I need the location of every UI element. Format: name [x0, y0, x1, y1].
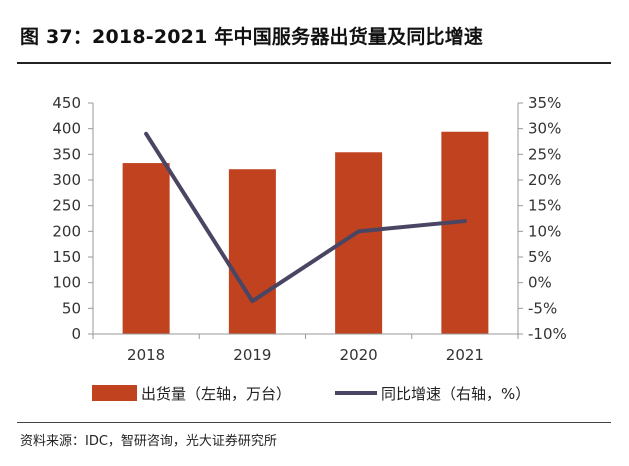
right-tick-label: -10% — [528, 325, 567, 343]
x-tick-label: 2019 — [233, 346, 271, 364]
legend-bar-swatch — [92, 385, 137, 401]
left-tick-label: 450 — [52, 94, 81, 112]
left-tick-label: 0 — [71, 325, 81, 343]
right-tick-label: 25% — [528, 145, 561, 163]
x-tick-label: 2021 — [446, 346, 484, 364]
left-tick-label: 250 — [52, 197, 81, 215]
legend-line-label: 同比增速（右轴，%） — [381, 385, 530, 403]
legend-bar-label: 出货量（左轴，万台） — [141, 385, 291, 403]
growth-line — [144, 131, 467, 304]
bar-2021 — [441, 131, 489, 334]
left-tick-label: 300 — [52, 171, 81, 189]
growth-point-2019 — [250, 299, 254, 303]
right-tick-label: -5% — [528, 299, 557, 317]
right-tick-label: 20% — [528, 171, 561, 189]
left-tick-label: 200 — [52, 222, 81, 240]
left-tick-label: 50 — [62, 299, 81, 317]
right-tick-label: 5% — [528, 248, 552, 266]
left-tick-label: 150 — [52, 248, 81, 266]
source-divider — [17, 422, 611, 423]
x-tick-label: 2020 — [340, 346, 378, 364]
growth-point-2020 — [357, 229, 361, 233]
source-note: 资料来源：IDC，智研咨询，光大证券研究所 — [20, 434, 277, 449]
title-divider — [17, 62, 611, 64]
right-tick-label: 0% — [528, 274, 552, 292]
bar-2019 — [228, 169, 276, 334]
x-tick-label: 2018 — [127, 346, 165, 364]
right-tick-label: 10% — [528, 222, 561, 240]
right-tick-label: 15% — [528, 197, 561, 215]
chart-title: 图 37：2018-2021 年中国服务器出货量及同比增速 — [20, 26, 484, 48]
left-tick-label: 350 — [52, 145, 81, 163]
growth-point-2021 — [463, 219, 467, 223]
right-tick-label: 35% — [528, 94, 561, 112]
bar-2018 — [122, 163, 170, 334]
left-tick-label: 400 — [52, 120, 81, 138]
left-tick-label: 100 — [52, 274, 81, 292]
growth-point-2018 — [144, 132, 148, 136]
right-tick-label: 30% — [528, 120, 561, 138]
